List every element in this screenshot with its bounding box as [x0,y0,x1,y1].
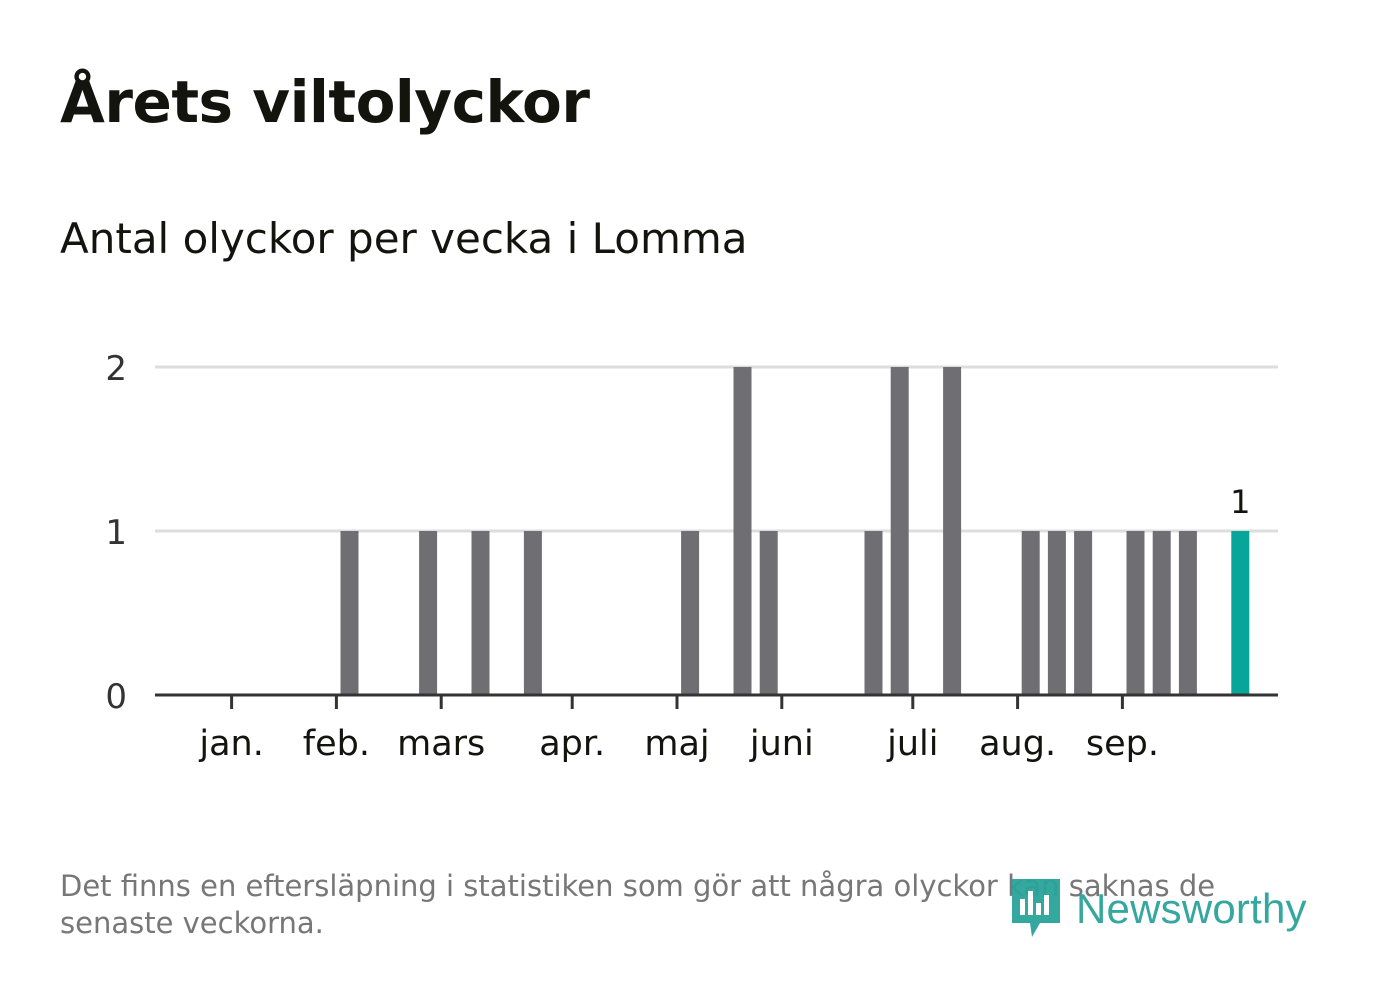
bar-week-38 [1178,531,1197,695]
x-tick-label: juli [886,724,938,764]
x-tick-label: maj [644,724,709,764]
x-tick-label: juni [749,724,814,764]
x-tick-label: jan. [198,724,263,764]
bar-week-19 [681,531,700,695]
bar-week-33 [1047,531,1066,695]
bar-week-36 [1126,531,1145,695]
bar-week-27 [890,367,909,695]
x-axis [155,693,1278,709]
bar-week-6 [340,531,359,695]
bar-chart: 0 1 2 1 jan. feb. mars apr. maj juni juli aug. sep. [105,349,1278,764]
bar-week-37 [1152,531,1171,695]
bar-week-11 [471,531,490,695]
chart-title: Årets viltolyckor [60,68,590,136]
bar-week-22 [759,531,778,695]
bar-week-21 [733,367,752,695]
logo-text: Newsworthy [1076,885,1307,932]
bar-week-13 [523,531,542,695]
newsworthy-logo[interactable]: Newsworthy [1010,876,1307,942]
x-tick-label: sep. [1086,724,1159,764]
bar-week-34 [1074,531,1093,695]
labels: 0 1 2 1 jan. feb. mars apr. maj juni juli aug. sep. [105,349,1250,764]
newsworthy-logo-icon [1012,879,1060,937]
y-tick-label: 1 [105,513,127,553]
chart-subtitle: Antal olyckor per vecka i Lomma [60,214,748,263]
y-tick-label: 0 [105,677,127,717]
bar-week-32 [1021,531,1040,695]
gridlines [155,365,1278,533]
x-tick-label: apr. [539,724,605,764]
bars [340,367,1250,695]
y-tick-label: 2 [105,349,127,389]
x-tick-label: feb. [303,724,370,764]
bar-week-29 [943,367,962,695]
x-tick-label: mars [397,724,485,764]
x-tick-label: aug. [979,724,1056,764]
bar-highlight-week-40 [1231,531,1250,695]
bar-week-9 [419,531,438,695]
bar-week-26 [864,531,883,695]
highlight-value-label: 1 [1230,483,1250,521]
